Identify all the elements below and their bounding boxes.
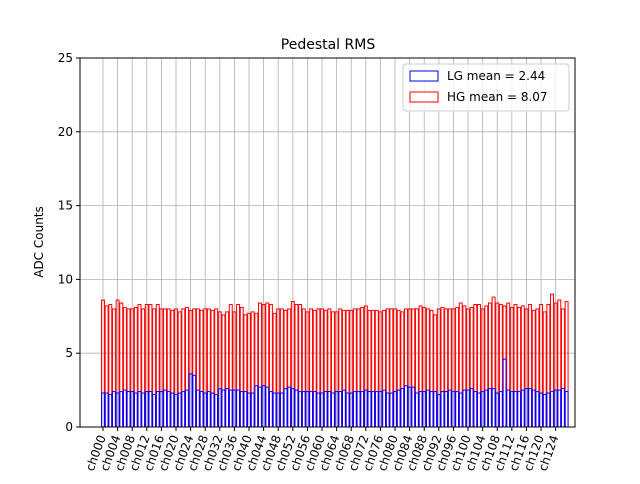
y-tick-label: 5 bbox=[65, 346, 73, 360]
y-tick-label: 10 bbox=[58, 272, 73, 286]
y-tick-label: 20 bbox=[58, 125, 73, 139]
legend-box bbox=[402, 63, 570, 112]
y-tick-label: 25 bbox=[58, 51, 73, 65]
legend-label: HG mean = 8.07 bbox=[447, 90, 548, 104]
y-axis-label: ADC Counts bbox=[32, 206, 46, 278]
chart-title: Pedestal RMS bbox=[281, 37, 376, 53]
plot-frame bbox=[79, 57, 576, 428]
legend-swatch bbox=[409, 91, 439, 103]
y-tick-label: 0 bbox=[65, 420, 73, 434]
legend-swatch bbox=[409, 70, 439, 82]
y-tick-label: 15 bbox=[58, 199, 73, 213]
legend-label: LG mean = 2.44 bbox=[447, 69, 545, 83]
